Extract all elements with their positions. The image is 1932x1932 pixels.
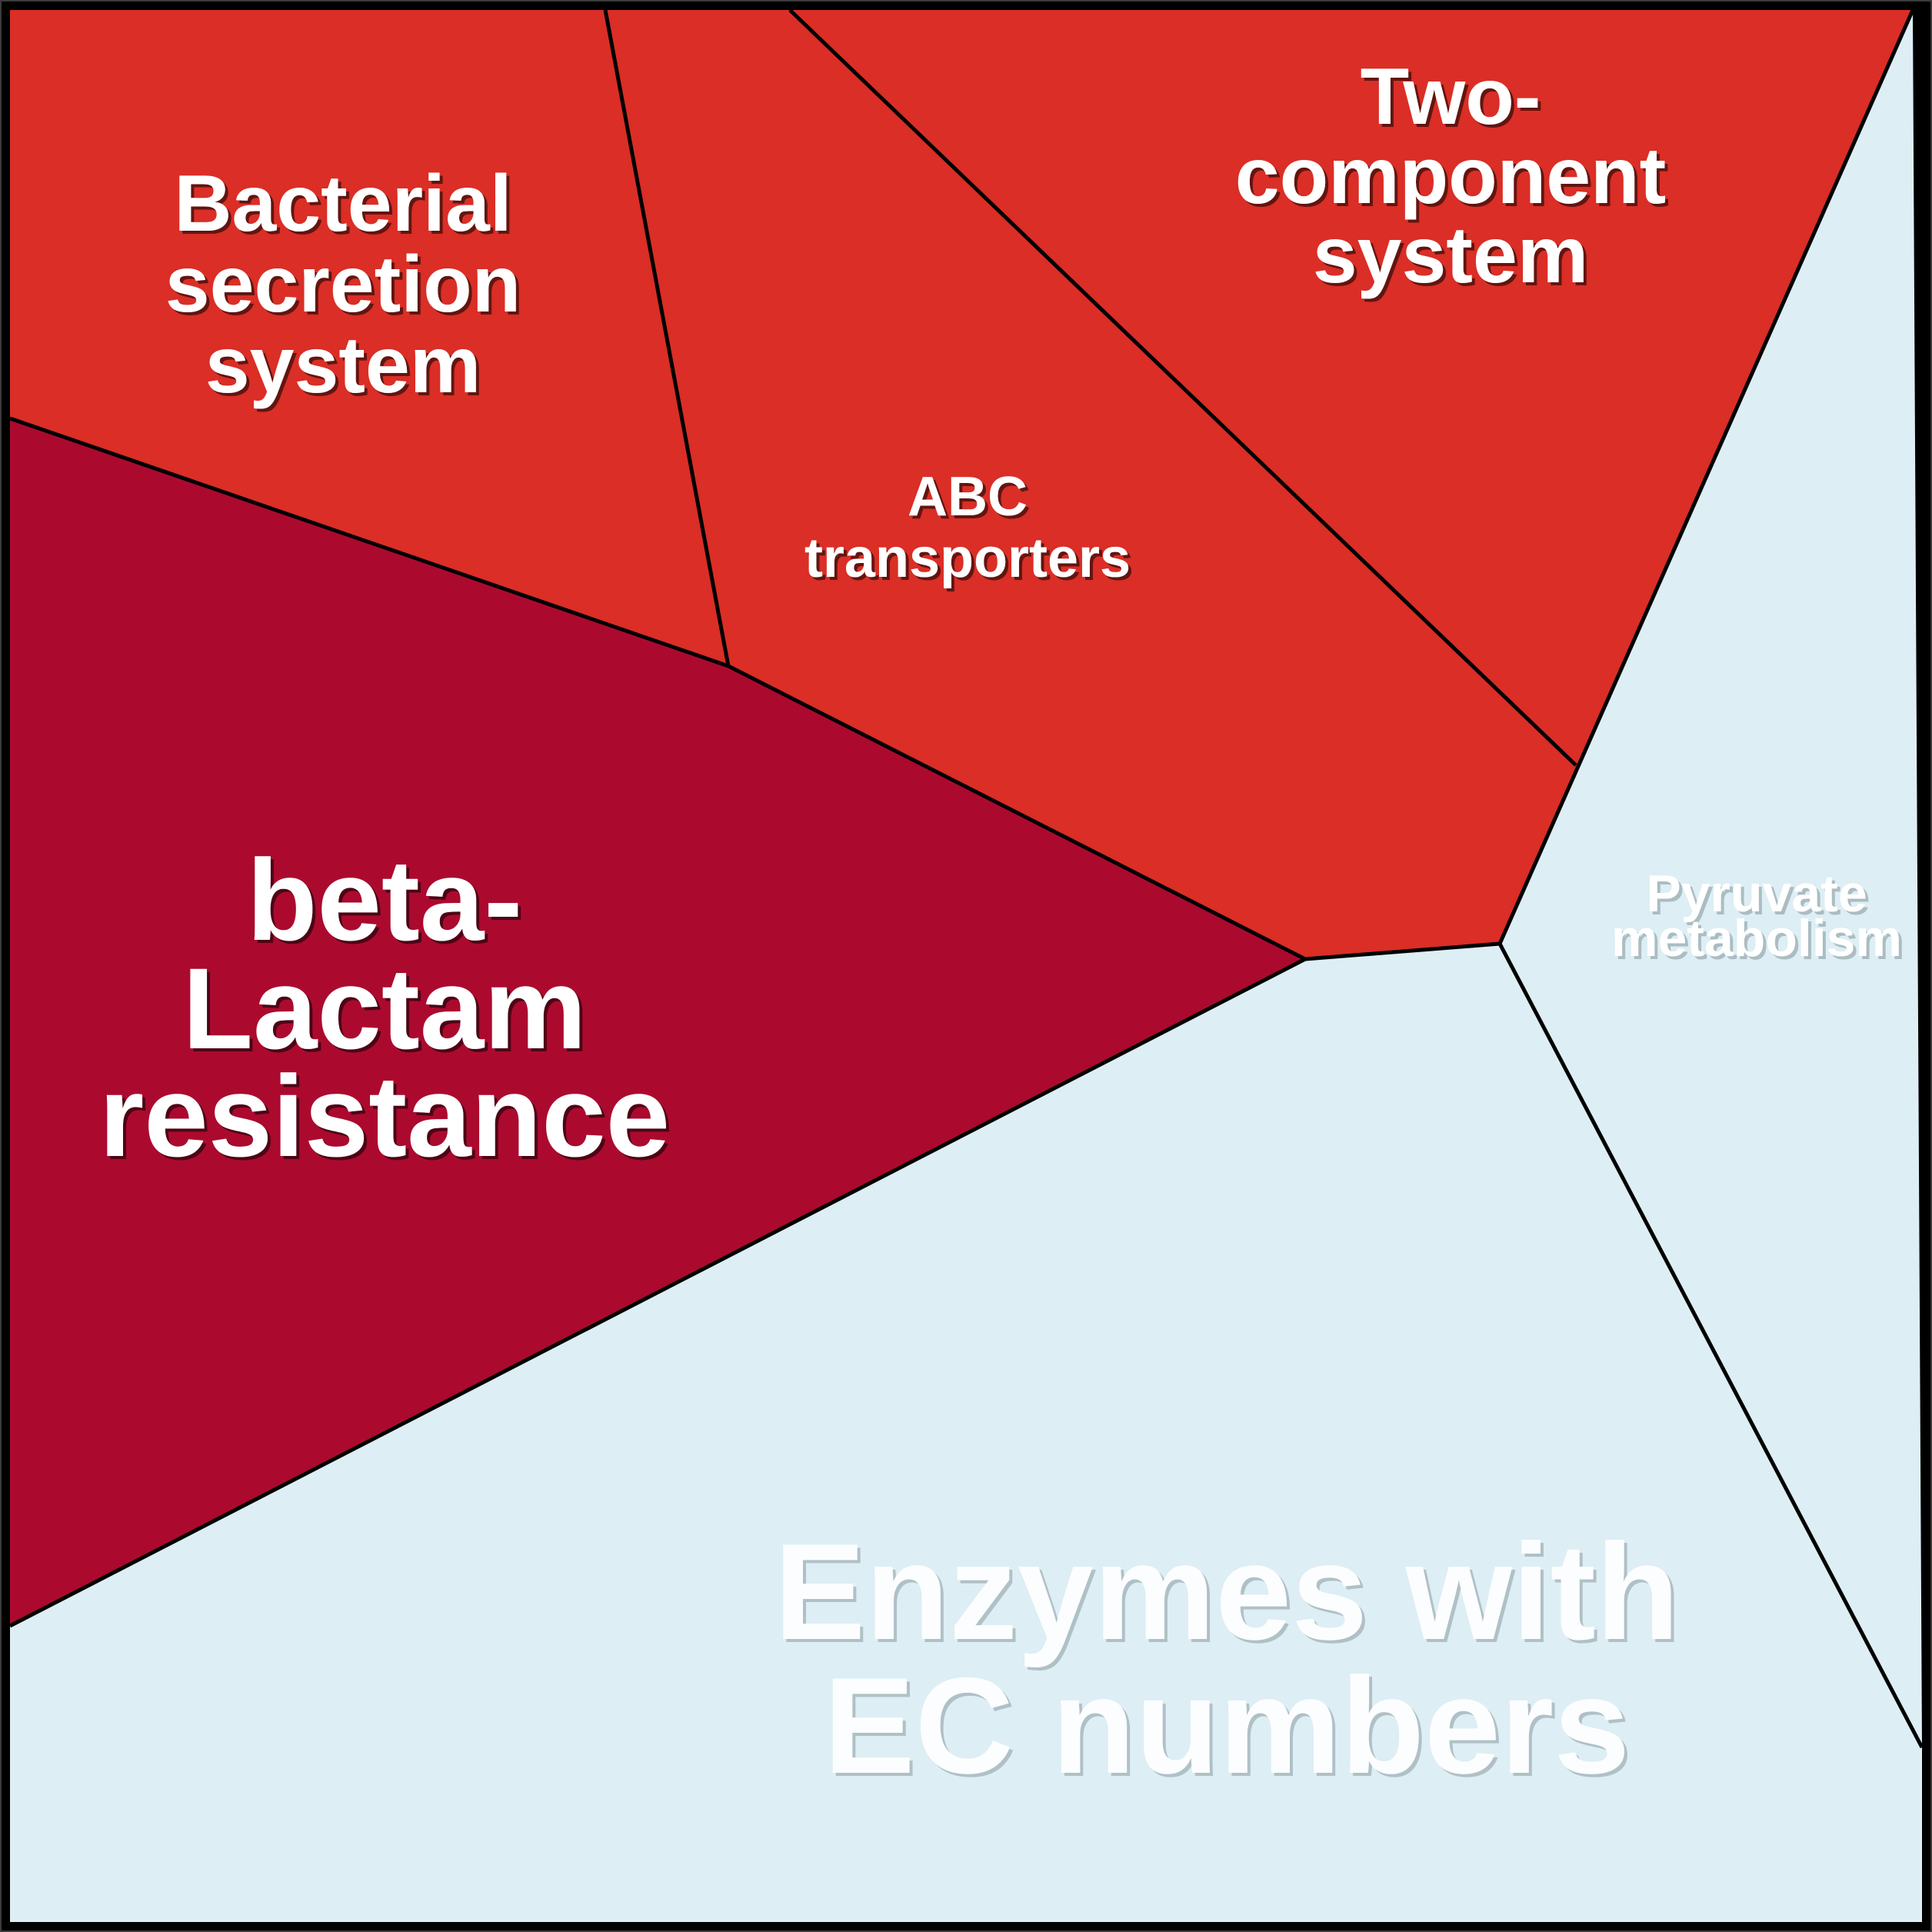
svg-text:resistance: resistance bbox=[99, 1051, 670, 1181]
svg-text:ABC: ABC bbox=[908, 466, 1028, 528]
svg-text:Bacterial: Bacterial bbox=[174, 159, 511, 248]
svg-text:metabolism: metabolism bbox=[1611, 909, 1902, 968]
svg-text:Two-: Two- bbox=[1361, 52, 1541, 142]
svg-text:Enzymes with: Enzymes with bbox=[774, 1515, 1679, 1668]
svg-text:transporters: transporters bbox=[804, 528, 1131, 589]
svg-text:secretion: secretion bbox=[165, 240, 521, 329]
svg-text:component: component bbox=[1235, 132, 1666, 221]
svg-text:system: system bbox=[205, 321, 481, 410]
svg-text:EC numbers: EC numbers bbox=[824, 1649, 1630, 1802]
svg-text:system: system bbox=[1313, 211, 1588, 300]
